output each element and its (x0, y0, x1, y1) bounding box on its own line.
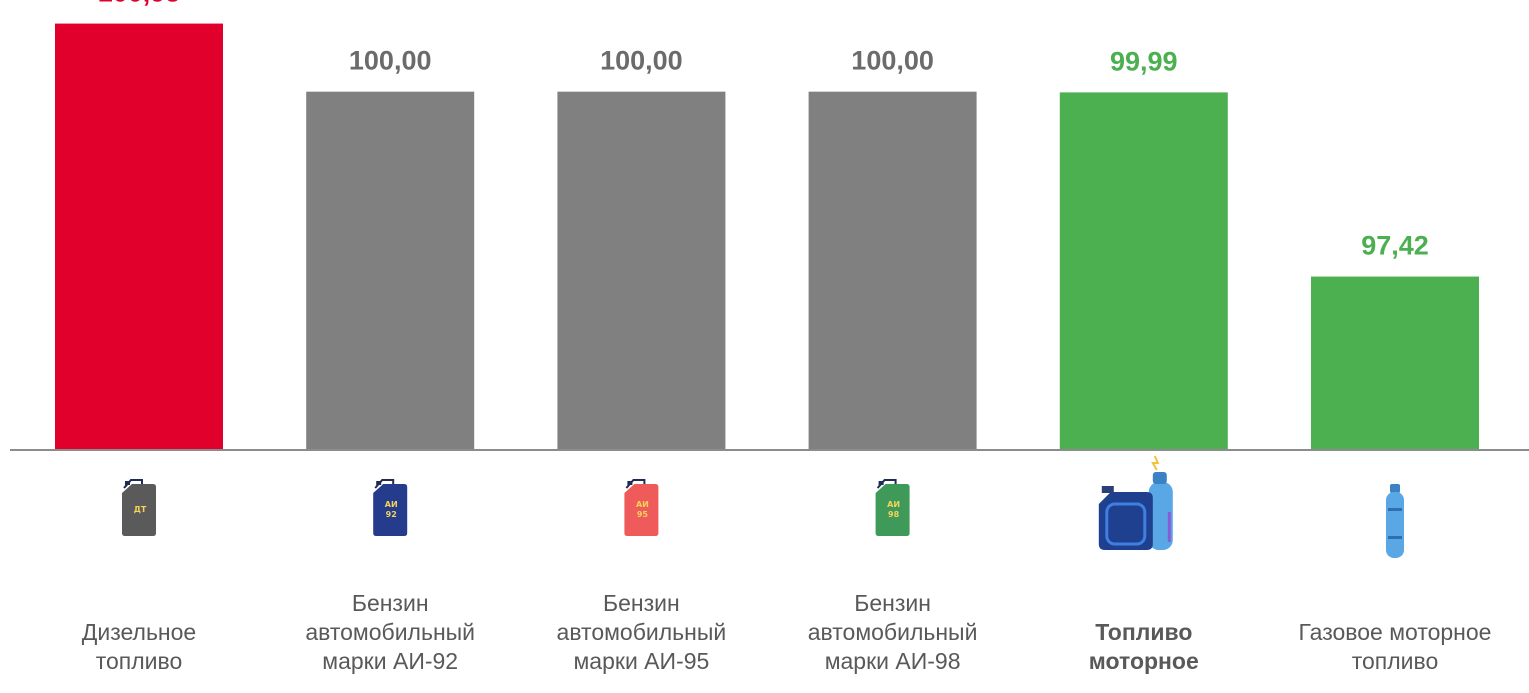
category-label-4: Бензин автомобильный марки АИ-98 (773, 589, 1013, 676)
category-label-line: Дизельное (81, 619, 197, 645)
icon-text: ДТ (134, 505, 147, 514)
gas-cylinder-icon (1386, 484, 1404, 558)
icon-text: АИ (636, 500, 649, 509)
category-label-3: Бензин автомобильный марки АИ-95 (521, 589, 761, 676)
category-label-line: марки АИ-95 (573, 648, 710, 674)
canister-diesel-icon: ДТ (122, 479, 156, 536)
category-label-line: Бензин (854, 590, 931, 616)
category-label-5: Топливо моторное (1024, 618, 1264, 676)
canister-gas-cylinder-icon (1098, 455, 1173, 550)
icon-text: АИ (385, 500, 398, 509)
bar-2 (306, 91, 475, 451)
bar-4 (808, 91, 977, 451)
value-label-2: 100,00 (349, 46, 432, 76)
category-label-line: автомобильный (556, 619, 727, 645)
value-label-4: 100,00 (851, 46, 934, 76)
category-label-line: автомобильный (807, 619, 978, 645)
icon-text: 98 (888, 510, 900, 519)
value-labels-layer: 100,95 100,00 100,00 100,00 99,99 97,42 (98, 0, 1429, 261)
category-label-6: Газовое моторное топливо (1275, 618, 1515, 676)
category-label-line: топливо (95, 648, 183, 674)
value-label-1: 100,95 (98, 0, 181, 8)
category-label-line: Газовое моторное (1298, 619, 1492, 645)
bar-1 (55, 23, 223, 450)
bar-3 (557, 91, 726, 451)
category-label-line: моторное (1088, 648, 1199, 674)
category-label-2: Бензин автомобильный марки АИ-92 (270, 589, 510, 676)
value-label-6: 97,42 (1361, 231, 1429, 261)
bar-6 (1311, 276, 1479, 450)
category-label-1: Дизельное топливо (19, 618, 259, 676)
icon-text: АИ (887, 500, 900, 509)
category-label-line: Топливо (1095, 619, 1193, 645)
bars-layer (55, 23, 1479, 451)
value-label-3: 100,00 (600, 46, 683, 76)
icon-text: 92 (386, 510, 397, 519)
category-label-line: марки АИ-92 (322, 648, 459, 674)
category-label-line: Бензин (351, 590, 429, 616)
category-label-line: марки АИ-98 (824, 648, 961, 674)
bar-5 (1059, 92, 1228, 450)
category-label-line: топливо (1351, 648, 1439, 674)
value-label-5: 99,99 (1110, 46, 1178, 76)
category-label-line: Бензин (603, 590, 680, 616)
category-label-line: автомобильный (305, 619, 476, 645)
icon-text: 95 (637, 510, 649, 519)
